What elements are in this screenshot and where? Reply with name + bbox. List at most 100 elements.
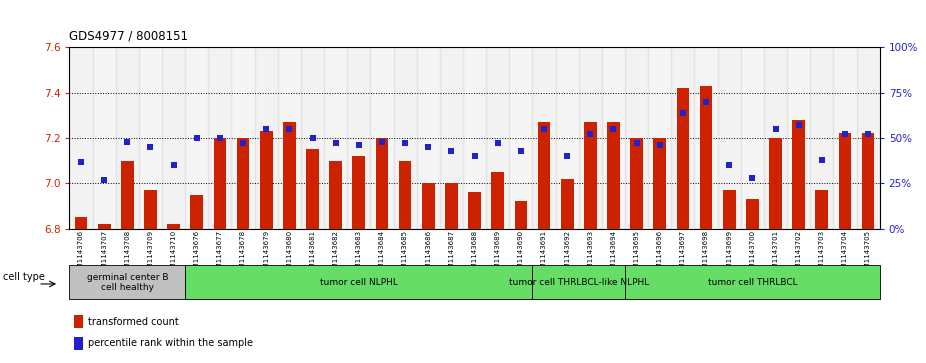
- Bar: [399, 161, 411, 229]
- Text: percentile rank within the sample: percentile rank within the sample: [88, 338, 253, 348]
- Bar: [694, 47, 718, 229]
- Bar: [98, 224, 110, 229]
- Bar: [278, 47, 301, 229]
- Point: [374, 139, 389, 144]
- Bar: [741, 47, 764, 229]
- Bar: [602, 47, 625, 229]
- Point: [536, 126, 551, 132]
- Bar: [631, 138, 643, 229]
- Point: [513, 148, 528, 154]
- Bar: [833, 47, 857, 229]
- Bar: [324, 47, 347, 229]
- Bar: [556, 47, 579, 229]
- Bar: [376, 138, 388, 229]
- Bar: [625, 47, 648, 229]
- Bar: [770, 138, 782, 229]
- Point: [675, 110, 690, 115]
- Point: [559, 153, 574, 159]
- Bar: [347, 47, 370, 229]
- Bar: [532, 47, 556, 229]
- Point: [444, 148, 459, 154]
- Bar: [816, 190, 828, 229]
- Bar: [69, 47, 93, 229]
- Point: [97, 177, 112, 183]
- Bar: [787, 47, 810, 229]
- Bar: [515, 201, 527, 229]
- Bar: [839, 134, 851, 229]
- Bar: [139, 47, 162, 229]
- Text: GDS4977 / 8008151: GDS4977 / 8008151: [69, 29, 189, 42]
- Point: [606, 126, 620, 132]
- Bar: [301, 47, 324, 229]
- Bar: [793, 120, 805, 229]
- Bar: [440, 47, 463, 229]
- Point: [652, 142, 667, 148]
- Bar: [445, 183, 457, 229]
- Bar: [93, 47, 116, 229]
- Bar: [307, 149, 319, 229]
- Point: [698, 99, 713, 105]
- Point: [120, 139, 135, 144]
- Point: [189, 135, 204, 141]
- Point: [235, 140, 250, 146]
- Bar: [625, 265, 880, 299]
- Bar: [746, 199, 758, 229]
- Bar: [492, 172, 504, 229]
- Bar: [208, 47, 232, 229]
- Bar: [561, 179, 573, 229]
- Point: [420, 144, 436, 150]
- Bar: [353, 156, 365, 229]
- Bar: [469, 192, 481, 229]
- Bar: [73, 315, 83, 329]
- Point: [144, 144, 158, 150]
- Bar: [255, 47, 278, 229]
- Bar: [422, 183, 434, 229]
- Bar: [723, 190, 735, 229]
- Bar: [509, 47, 532, 229]
- Point: [768, 126, 782, 132]
- Bar: [862, 134, 874, 229]
- Bar: [185, 47, 208, 229]
- Bar: [75, 217, 87, 229]
- Text: germinal center B
cell healthy: germinal center B cell healthy: [86, 273, 169, 292]
- Bar: [764, 47, 787, 229]
- Bar: [718, 47, 741, 229]
- Bar: [370, 47, 394, 229]
- Point: [213, 135, 228, 141]
- Bar: [191, 195, 203, 229]
- Text: transformed count: transformed count: [88, 317, 179, 327]
- Point: [328, 140, 343, 146]
- Point: [167, 162, 181, 168]
- Point: [745, 175, 759, 181]
- Bar: [330, 161, 342, 229]
- Bar: [232, 47, 255, 229]
- Text: tumor cell NLPHL: tumor cell NLPHL: [319, 278, 398, 287]
- Point: [491, 140, 506, 146]
- Bar: [677, 88, 689, 229]
- Point: [791, 122, 806, 128]
- Bar: [579, 47, 602, 229]
- Bar: [394, 47, 417, 229]
- Point: [629, 140, 644, 146]
- Bar: [607, 122, 619, 229]
- Bar: [116, 47, 139, 229]
- Point: [397, 140, 412, 146]
- Point: [74, 159, 89, 164]
- Bar: [700, 86, 712, 229]
- Bar: [168, 224, 180, 229]
- Bar: [654, 138, 666, 229]
- Point: [583, 131, 598, 137]
- Point: [282, 126, 296, 132]
- Point: [721, 162, 736, 168]
- Bar: [283, 122, 295, 229]
- Bar: [463, 47, 486, 229]
- Bar: [121, 161, 133, 229]
- Point: [837, 131, 852, 137]
- Point: [352, 142, 367, 148]
- Bar: [538, 122, 550, 229]
- Bar: [584, 122, 596, 229]
- Bar: [162, 47, 185, 229]
- Bar: [648, 47, 671, 229]
- Bar: [417, 47, 440, 229]
- Text: cell type: cell type: [4, 272, 45, 282]
